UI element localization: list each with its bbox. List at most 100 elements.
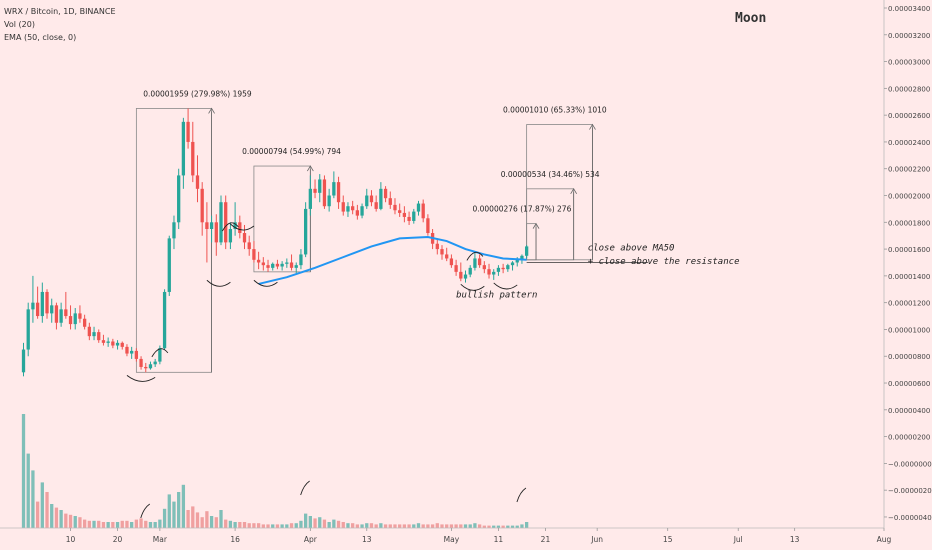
volume-bar <box>473 523 477 528</box>
candle-body <box>205 222 209 229</box>
candle-body <box>101 340 106 343</box>
candle-body <box>501 267 505 270</box>
candle-body <box>40 291 44 317</box>
volume-bar <box>167 494 171 528</box>
volume-bar <box>449 524 454 528</box>
candle-body <box>492 271 496 275</box>
volume-bar <box>26 453 30 528</box>
candle-body <box>148 364 153 369</box>
volume-bar <box>200 517 204 528</box>
candle-body <box>261 262 265 266</box>
candle-body <box>50 305 54 314</box>
volume-bar <box>78 517 82 528</box>
candle-body <box>360 206 364 216</box>
volume-bar <box>181 484 186 528</box>
volume-bar <box>73 516 77 528</box>
volume-bar <box>327 522 331 528</box>
watermark-text: Moon <box>735 11 766 26</box>
candle-body <box>421 203 425 219</box>
volume-bar <box>252 523 256 528</box>
x-tick-label: Apr <box>304 535 318 544</box>
volume-bar <box>191 506 195 528</box>
candle-body <box>224 202 228 243</box>
chart-legend: WRX / Bitcoin, 1D, BINANCE Vol (20) EMA … <box>4 5 116 44</box>
volume-bar <box>162 508 167 528</box>
volume-bar <box>275 524 280 528</box>
candle-body <box>280 263 284 267</box>
candle-body <box>73 313 77 325</box>
candle-body <box>214 222 218 243</box>
volume-bar <box>125 520 129 528</box>
volume-bar <box>416 523 421 528</box>
pattern-arrow <box>460 283 485 291</box>
y-tick-label: −0.00000000 <box>888 460 932 468</box>
x-tick-label: 11 <box>494 535 504 544</box>
y-tick-label: 0.00000800 <box>888 353 930 361</box>
candle-body <box>111 341 115 346</box>
candle-body <box>285 262 289 264</box>
candle-body <box>162 291 167 349</box>
volume-bar <box>205 511 209 528</box>
volume-bar <box>332 519 336 528</box>
candle-body <box>92 332 96 337</box>
volume-bar <box>360 524 364 528</box>
pattern-arrow <box>151 348 169 358</box>
y-tick-label: 0.00003200 <box>888 32 930 40</box>
candle-body <box>468 267 472 275</box>
measurement-label: 0.00001959 (279.98%) 1959 <box>143 89 252 98</box>
volume-bar <box>421 524 425 528</box>
volume-bar <box>261 524 265 528</box>
candle-body <box>299 254 303 266</box>
volume-bar <box>101 522 106 528</box>
x-tick-label: May <box>444 535 460 544</box>
volume-bar <box>430 524 435 528</box>
y-tick-label: −0.00000400 <box>888 514 932 522</box>
candle-body <box>172 222 176 239</box>
y-tick-label: 0.00001800 <box>888 219 930 227</box>
candle-body <box>158 348 162 362</box>
volume-bar <box>280 524 284 528</box>
candle-body <box>144 366 148 369</box>
candle-body <box>177 175 181 223</box>
candle-body <box>524 246 529 256</box>
candle-body <box>402 212 407 217</box>
pattern-arrow <box>222 222 239 232</box>
symbol-info: WRX / Bitcoin, 1D, BINANCE <box>4 7 116 16</box>
candle-body <box>308 188 312 209</box>
y-tick-label: 0.00000600 <box>888 380 930 388</box>
candle-body <box>195 175 200 189</box>
volume-bar <box>524 522 529 528</box>
candle-body <box>256 259 261 263</box>
pattern-arrow <box>253 279 278 287</box>
candle-body <box>181 121 186 176</box>
candle-body <box>120 342 124 347</box>
candle-body <box>106 341 110 343</box>
y-tick-label: 0.00002200 <box>888 166 930 174</box>
candle-body <box>440 249 444 255</box>
y-tick-label: 0.00000200 <box>888 434 930 442</box>
volume-bar <box>59 510 63 528</box>
volume-bar <box>120 520 124 528</box>
volume-bar <box>224 519 228 528</box>
volume-bar <box>144 520 148 528</box>
volume-bar <box>379 523 383 528</box>
volume-bar <box>219 510 223 528</box>
pattern-arrow <box>230 223 255 231</box>
measurement-box <box>526 124 593 261</box>
volume-bar <box>341 522 345 528</box>
volume-bar <box>468 524 472 528</box>
candle-body <box>412 211 416 221</box>
candle-body <box>303 208 308 255</box>
x-tick-label: Jul <box>733 535 743 544</box>
volume-bar <box>477 524 482 528</box>
measurement-label: 0.00001010 (65.33%) 1010 <box>503 106 607 115</box>
volume-bar <box>148 522 153 528</box>
volume-bar <box>459 524 463 528</box>
y-tick-label: −0.00000200 <box>888 487 932 495</box>
volume-bar <box>153 522 157 528</box>
volume-bar <box>351 523 355 528</box>
candle-body <box>369 195 374 203</box>
volume-bar <box>374 524 378 528</box>
